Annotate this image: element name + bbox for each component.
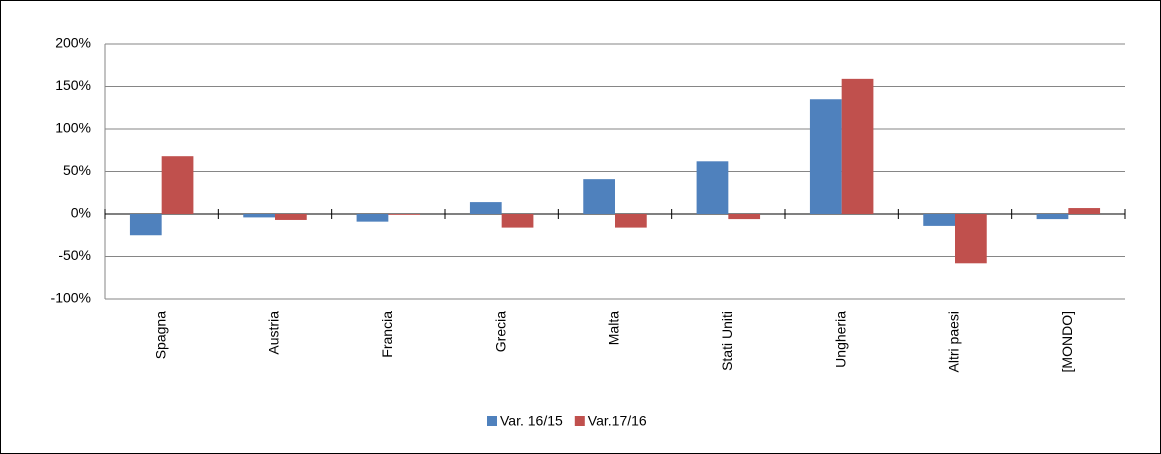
x-tick-label: Grecia — [492, 311, 508, 352]
x-tick-label: Austria — [266, 311, 282, 355]
bar — [583, 179, 615, 214]
bar — [469, 202, 502, 214]
bar — [923, 214, 955, 226]
legend-label: Var. 16/15 — [500, 413, 563, 429]
bar — [356, 214, 389, 222]
x-tick-label: [MONDO] — [1059, 311, 1075, 372]
x-tick-label: Malta — [606, 311, 622, 345]
y-tick-label: -100% — [51, 290, 91, 306]
bar — [728, 214, 761, 220]
y-tick-label: -50% — [58, 247, 91, 263]
legend-swatch — [487, 416, 497, 426]
y-tick-label: 50% — [63, 162, 91, 178]
x-tick-label: Ungheria — [832, 311, 848, 368]
bar — [243, 214, 275, 218]
y-tick-label: 0% — [71, 205, 91, 221]
x-tick-label: Spagna — [152, 311, 168, 359]
bar — [841, 78, 874, 214]
bar — [615, 214, 647, 228]
bar — [696, 161, 729, 214]
y-tick-label: 100% — [55, 120, 91, 136]
bar — [501, 214, 534, 228]
y-tick-label: 200% — [55, 35, 91, 51]
legend-label: Var.17/16 — [588, 413, 647, 429]
bar — [1068, 208, 1101, 214]
y-tick-label: 150% — [55, 77, 91, 93]
bar — [388, 214, 421, 215]
x-tick-label: Stati Uniti — [719, 311, 735, 371]
legend-swatch — [574, 416, 585, 426]
x-tick-label: Altri paesi — [946, 311, 962, 372]
bar — [275, 214, 307, 220]
bar — [1036, 214, 1069, 220]
bar — [161, 156, 194, 214]
bar — [955, 214, 987, 264]
bar — [129, 214, 162, 236]
bar — [809, 99, 842, 214]
x-tick-label: Francia — [379, 311, 395, 358]
